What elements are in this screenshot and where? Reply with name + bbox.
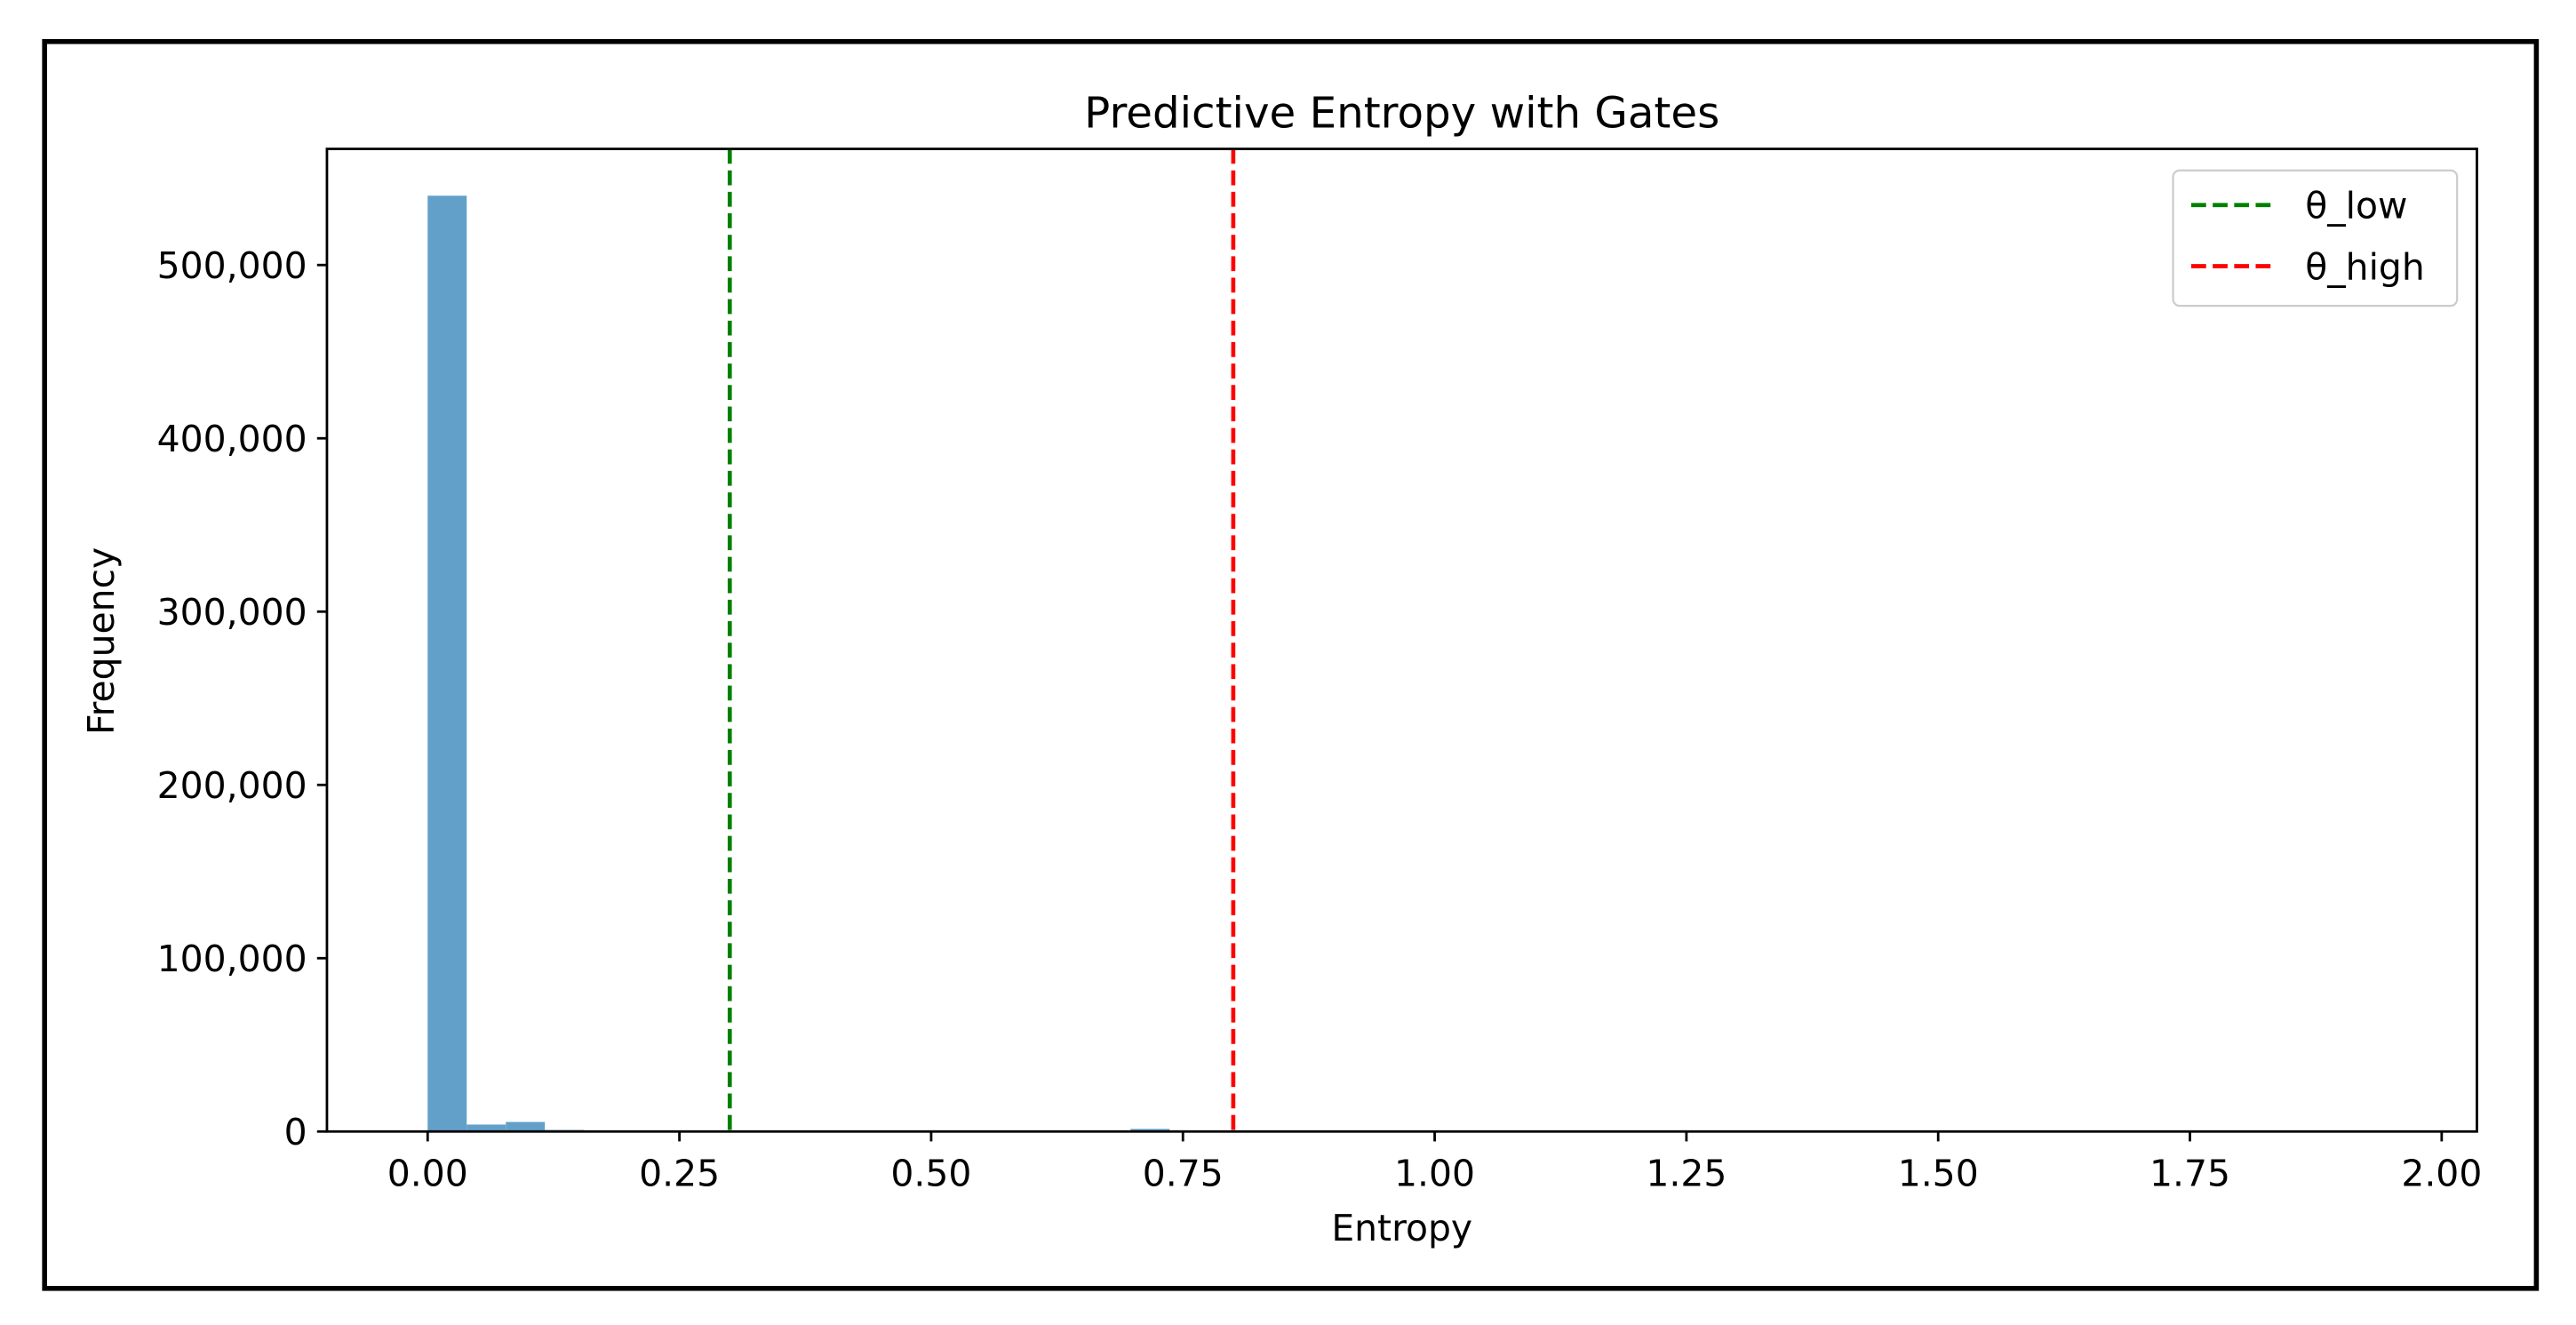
- outer-frame: [42, 38, 2540, 1291]
- x-tick-label: 0.25: [639, 1153, 720, 1195]
- x-tick-label: 2.00: [2401, 1153, 2482, 1195]
- histogram-bar: [467, 1124, 506, 1132]
- x-tick-label: 0.50: [890, 1153, 971, 1195]
- legend: θ_low θ_high: [2172, 169, 2459, 307]
- histogram-bar: [1130, 1129, 1170, 1132]
- legend-label-theta-high: θ_high: [2305, 245, 2425, 288]
- x-tick-label: 1.75: [2149, 1153, 2230, 1195]
- x-axis-label: Entropy: [1331, 1207, 1472, 1249]
- y-tick-label: 100,000: [157, 938, 307, 980]
- y-tick-label: 200,000: [157, 764, 307, 807]
- histogram-bar: [506, 1121, 546, 1132]
- x-tick-label: 1.25: [1646, 1153, 1727, 1195]
- y-axis-label: Frequency: [80, 547, 123, 735]
- x-tick-label: 0.75: [1143, 1153, 1224, 1195]
- histogram-bar: [427, 196, 467, 1132]
- x-tick-label: 0.00: [387, 1153, 468, 1195]
- y-tick-label: 0: [284, 1111, 307, 1153]
- y-tick-label: 400,000: [157, 418, 307, 460]
- chart-title: Predictive Entropy with Gates: [1084, 88, 1719, 138]
- y-tick-label: 500,000: [157, 244, 307, 287]
- plot-area: [325, 148, 2478, 1133]
- y-tick-label: 300,000: [157, 591, 307, 634]
- x-tick-label: 1.00: [1394, 1153, 1475, 1195]
- legend-label-theta-low: θ_low: [2305, 185, 2407, 227]
- x-tick-label: 1.50: [1898, 1153, 1979, 1195]
